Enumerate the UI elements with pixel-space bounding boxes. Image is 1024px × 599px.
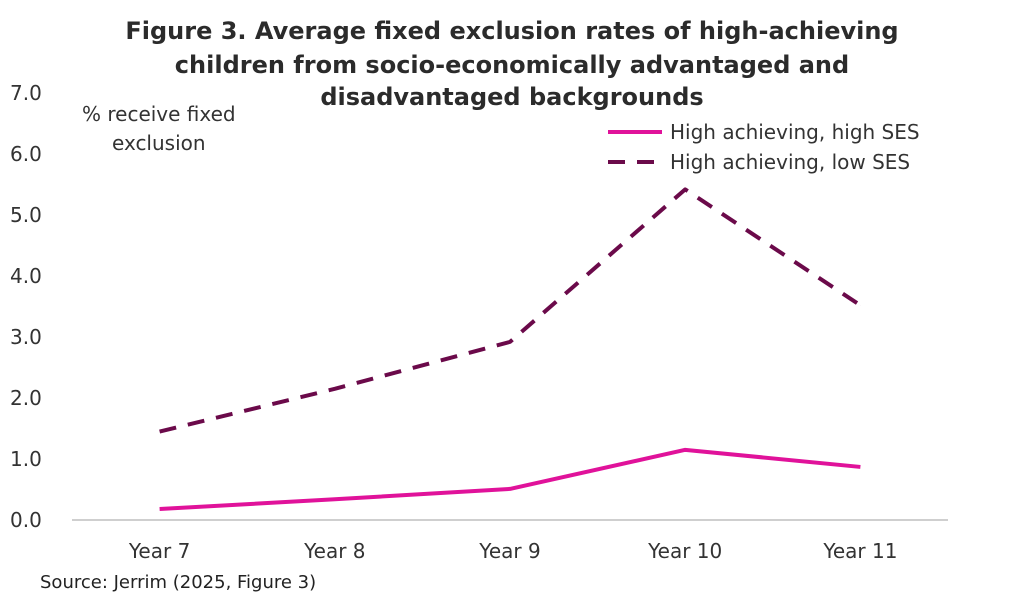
y-axis-label-line-2: exclusion bbox=[112, 131, 206, 155]
x-tick-label-1: Year 8 bbox=[303, 539, 365, 563]
y-tick-label-0: 0.0 bbox=[10, 508, 42, 532]
chart-title-line-1: Figure 3. Average fixed exclusion rates … bbox=[125, 17, 899, 45]
y-tick-label-4: 4.0 bbox=[10, 264, 42, 288]
legend-label-0: High achieving, high SES bbox=[670, 120, 920, 144]
chart-title-line-2: children from socio-economically advanta… bbox=[174, 51, 850, 79]
legend-label-1: High achieving, low SES bbox=[670, 150, 910, 174]
y-tick-label-6: 6.0 bbox=[10, 142, 42, 166]
y-tick-label-3: 3.0 bbox=[10, 325, 42, 349]
source-note: Source: Jerrim (2025, Figure 3) bbox=[40, 572, 317, 593]
y-tick-label-7: 7.0 bbox=[10, 81, 42, 105]
x-tick-label-4: Year 11 bbox=[822, 539, 897, 563]
y-axis-label-line-1: % receive fixed bbox=[82, 102, 236, 126]
x-tick-label-2: Year 9 bbox=[478, 539, 540, 563]
chart-title-line-3: disadvantaged backgrounds bbox=[320, 83, 704, 111]
x-tick-label-3: Year 10 bbox=[647, 539, 722, 563]
y-tick-label-5: 5.0 bbox=[10, 203, 42, 227]
y-tick-label-2: 2.0 bbox=[10, 386, 42, 410]
series-line-0 bbox=[159, 447, 861, 512]
y-tick-label-1: 1.0 bbox=[10, 447, 42, 471]
x-tick-label-0: Year 7 bbox=[128, 539, 190, 563]
series-line-1 bbox=[159, 187, 862, 434]
